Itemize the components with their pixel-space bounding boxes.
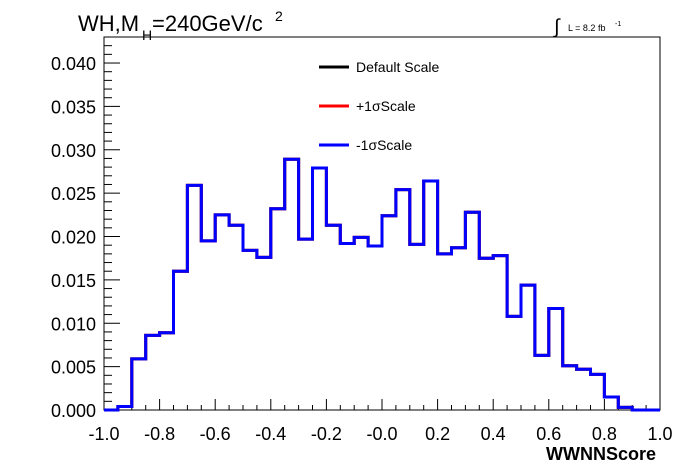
y-tick-label: 0.005 (51, 358, 96, 378)
x-tick-label: 0.4 (481, 424, 506, 444)
series-line-2 (104, 157, 660, 412)
legend-label-minus1sigma: -1σScale (356, 137, 412, 153)
chart-title-rest: =240GeV/c (152, 11, 263, 36)
y-tick-label: 0.025 (51, 184, 96, 204)
x-tick-label: -0.4 (255, 424, 286, 444)
series-layer (104, 157, 660, 412)
x-tick-label: 0.8 (592, 424, 617, 444)
y-tick-label: 0.040 (51, 54, 96, 74)
x-tick-label: -0.6 (200, 424, 231, 444)
chart-title-superscript: 2 (275, 8, 283, 24)
y-tick-label: 0.000 (51, 401, 96, 421)
x-tick-label: -0.0 (366, 424, 397, 444)
y-tick-label: 0.035 (51, 97, 96, 117)
x-tick-label: 0.2 (425, 424, 450, 444)
y-tick-label: 0.015 (51, 271, 96, 291)
x-tick-label: 1.0 (647, 424, 672, 444)
x-tick-label: -0.2 (311, 424, 342, 444)
lumi-integral-sign: ∫ (553, 16, 561, 38)
chart-title-base: WH,M (78, 11, 139, 36)
y-tick-label: 0.010 (51, 314, 96, 334)
legend-label-plus1sigma: +1σScale (356, 98, 416, 114)
y-tick-label: 0.020 (51, 228, 96, 248)
lumi-superscript: -1 (615, 21, 621, 28)
lumi-label: L = 8.2 fb (568, 23, 605, 33)
x-tick-label: -1.0 (88, 424, 119, 444)
chart-title-subscript: H (142, 27, 152, 43)
legend-label-default: Default Scale (356, 59, 439, 75)
axis-ticks: -1.0 -0.8 -0.6 -0.4 -0.2 -0.0 0.2 0.4 0.6 0.8 1.0 0… (51, 36, 673, 444)
legend: Default Scale +1σScale -1σScale (319, 59, 439, 153)
y-tick-label: 0.030 (51, 141, 96, 161)
x-tick-label: -0.8 (144, 424, 175, 444)
x-tick-label: 0.6 (536, 424, 561, 444)
x-axis-title: WWNNScore (546, 444, 656, 464)
